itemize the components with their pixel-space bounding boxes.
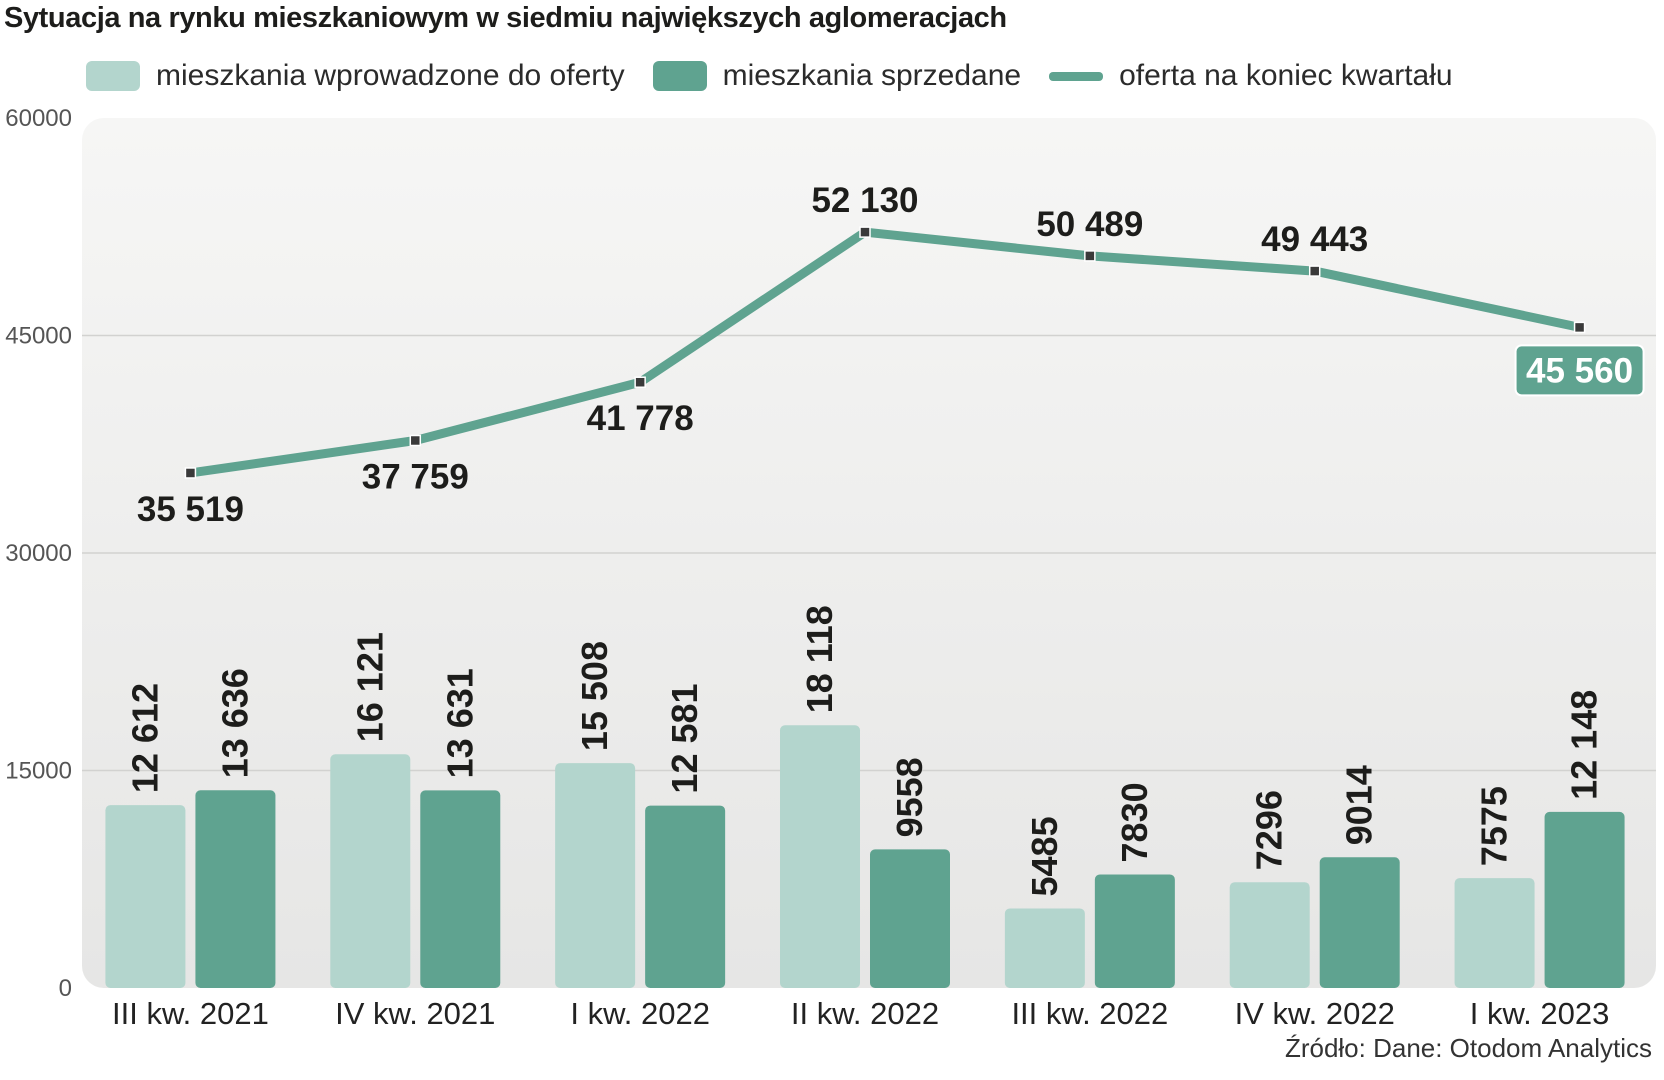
y-tick-label: 45000 bbox=[5, 323, 72, 350]
bar-sold bbox=[870, 849, 950, 988]
bar-label-sold: 12 581 bbox=[664, 683, 705, 793]
bar-label-introduced: 18 118 bbox=[799, 605, 840, 713]
bar-introduced bbox=[1454, 878, 1535, 988]
legend-label-sold: mieszkania sprzedane bbox=[722, 59, 1022, 92]
x-tick-label: IV kw. 2022 bbox=[1235, 996, 1395, 1031]
bar-introduced bbox=[555, 763, 636, 988]
x-tick-label: II kw. 2022 bbox=[791, 996, 939, 1031]
bar-sold bbox=[1544, 811, 1625, 988]
offer-point bbox=[1308, 265, 1321, 277]
offer-label: 45 560 bbox=[1526, 351, 1633, 390]
offer-point bbox=[409, 434, 422, 447]
y-tick-label: 15000 bbox=[5, 758, 72, 785]
bar-introduced bbox=[780, 725, 860, 988]
y-tick-label: 30000 bbox=[5, 540, 72, 567]
offer-point bbox=[184, 467, 197, 479]
x-tick-label: IV kw. 2021 bbox=[335, 996, 495, 1031]
legend-item-introduced: mieszkania wprowadzone do oferty bbox=[86, 59, 625, 93]
x-tick-label: I kw. 2022 bbox=[570, 996, 710, 1031]
offer-point bbox=[634, 376, 646, 388]
bar-introduced bbox=[1229, 882, 1310, 988]
bar-label-introduced: 16 121 bbox=[349, 632, 390, 742]
offer-last-badge bbox=[1514, 344, 1645, 397]
bar-introduced bbox=[1004, 908, 1085, 988]
bar-label-sold: 12 148 bbox=[1564, 690, 1605, 800]
legend-item-offer: oferta na koniec kwartału bbox=[1049, 59, 1453, 93]
bar-label-introduced: 12 612 bbox=[124, 683, 165, 793]
bar-sold bbox=[1319, 857, 1400, 988]
offer-label: 37 759 bbox=[362, 457, 469, 496]
offer-point bbox=[1084, 250, 1096, 262]
legend-swatch-introduced bbox=[86, 61, 140, 91]
legend-label-offer: oferta na koniec kwartału bbox=[1119, 59, 1453, 92]
bar-sold bbox=[195, 790, 276, 988]
offer-point bbox=[859, 226, 871, 238]
bar-label-introduced: 5485 bbox=[1024, 816, 1065, 896]
bar-label-sold: 7830 bbox=[1114, 782, 1155, 862]
legend: mieszkania wprowadzone do oferty mieszka… bbox=[86, 56, 1481, 96]
bar-label-sold: 9014 bbox=[1339, 765, 1380, 845]
legend-label-introduced: mieszkania wprowadzone do oferty bbox=[156, 59, 625, 92]
bar-introduced bbox=[105, 805, 186, 988]
offer-point bbox=[1573, 321, 1586, 334]
x-tick-label: III kw. 2021 bbox=[112, 996, 269, 1031]
offer-label: 41 778 bbox=[587, 399, 694, 438]
bar-introduced bbox=[330, 754, 411, 988]
bar-label-introduced: 15 508 bbox=[574, 641, 615, 751]
source-note: Źródło: Dane: Otodom Analytics bbox=[1284, 1033, 1652, 1063]
x-tick-label: I kw. 2023 bbox=[1470, 996, 1610, 1031]
legend-item-sold: mieszkania sprzedane bbox=[652, 59, 1022, 93]
offer-label: 52 130 bbox=[811, 181, 918, 220]
bar-sold bbox=[420, 790, 501, 988]
legend-swatch-sold bbox=[652, 61, 707, 91]
bar-label-sold: 9558 bbox=[889, 757, 930, 837]
bar-sold bbox=[645, 805, 726, 988]
bar-label-introduced: 7296 bbox=[1249, 790, 1290, 870]
bar-sold bbox=[1094, 874, 1175, 988]
x-tick-label: III kw. 2022 bbox=[1011, 996, 1168, 1031]
bar-label-sold: 13 631 bbox=[439, 668, 480, 778]
y-tick-label: 60000 bbox=[5, 105, 72, 132]
offer-label: 50 489 bbox=[1036, 205, 1143, 244]
bar-label-introduced: 7575 bbox=[1474, 786, 1515, 866]
y-tick-label: 0 bbox=[59, 975, 72, 1002]
bar-label-sold: 13 636 bbox=[214, 668, 255, 778]
offer-label: 35 519 bbox=[137, 490, 244, 529]
legend-swatch-offer bbox=[1049, 71, 1104, 81]
offer-label: 49 443 bbox=[1261, 220, 1368, 259]
chart-title: Sytuacja na rynku mieszkaniowym w siedmi… bbox=[4, 2, 1007, 34]
